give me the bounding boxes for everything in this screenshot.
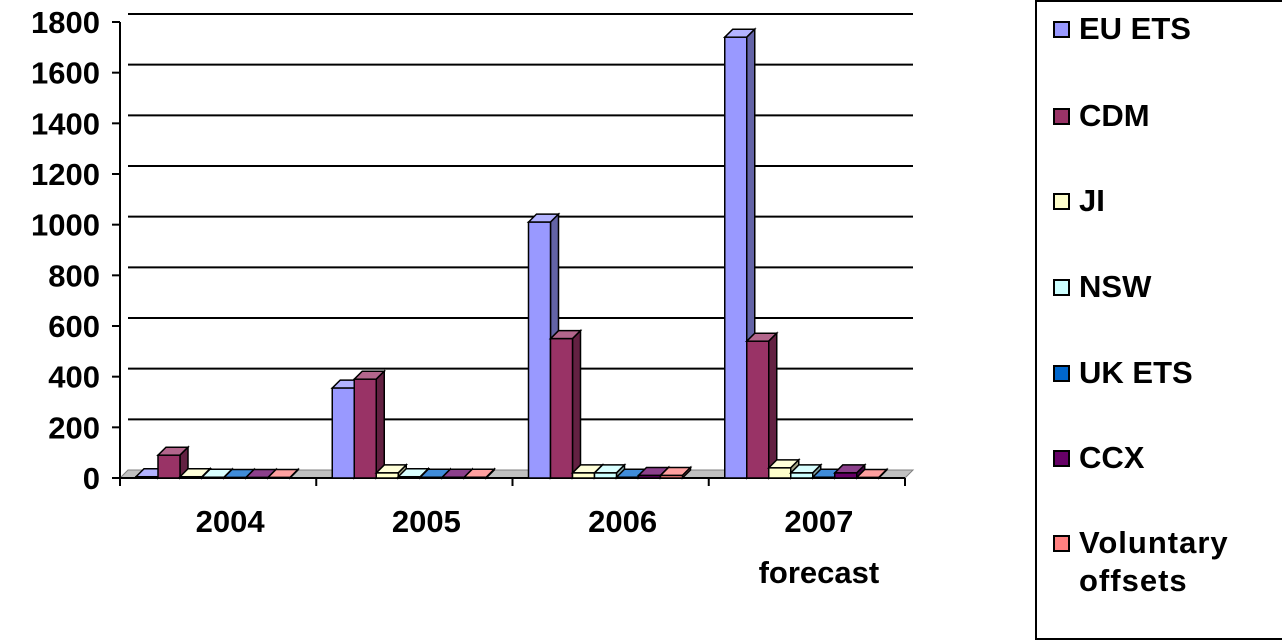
bar-front [179,475,203,479]
bar-front [549,337,574,479]
legend-label: UK ETS [1079,355,1193,390]
y-tick-labels: 0 200 400 600 800 1000 1200 1400 1600 1800 [31,5,100,496]
bar-front [223,476,247,479]
bar-front [527,221,552,479]
bar-front [615,476,640,479]
bars [134,27,889,480]
legend-item: CCX [1053,439,1279,477]
bar-front [353,378,377,479]
legend-label: Voluntary offsets [1079,525,1229,598]
x-tick-label: 2004 [196,504,266,539]
bar-front [790,472,814,479]
legend-swatch [1053,365,1070,382]
bar-front [856,476,880,479]
bar [744,331,779,480]
bar-front [637,474,662,479]
bar-front [834,472,858,479]
legend-swatch [1053,535,1070,552]
bar [832,463,867,480]
y-tick-label: 800 [48,258,100,293]
gridlines [118,13,915,479]
legend-label: NSW [1079,269,1152,304]
bar-front [375,472,399,479]
y-tick-label: 1200 [31,157,100,192]
bar-front [419,476,443,479]
bar-front [768,467,792,479]
x-tick-label: 2005 [392,504,461,539]
bar-side [375,369,385,480]
legend-item: Voluntary offsets [1053,524,1259,600]
bar-front [593,472,618,479]
bar-front [397,475,421,479]
legend: EU ETS CDM JI NSW UK ETS CCX Voluntary offsets [1035,0,1282,640]
bar-front [331,387,355,479]
bar [658,465,693,480]
bar [462,467,497,480]
legend-swatch [1053,450,1070,467]
legend-item: UK ETS [1053,354,1279,392]
legend-swatch [1053,108,1070,125]
y-tick-label: 1800 [31,5,100,40]
legend-swatch [1053,21,1070,38]
y-tick-label: 200 [48,410,100,445]
y-tick-label: 0 [83,461,100,496]
legend-label: EU ETS [1079,11,1191,46]
bar-front [724,36,748,479]
legend-swatch [1053,193,1070,210]
bar-side [768,331,778,480]
legend-label: CCX [1079,440,1145,475]
bar [266,467,300,480]
axes [112,21,906,486]
bar-front [571,472,596,479]
y-tick-label: 1600 [31,56,100,91]
x-tick-labels: 2004 2005 2006 2007 forecast [196,504,880,590]
bar-front [463,476,487,479]
bar [374,463,409,480]
bar [854,467,889,480]
y-tick-label: 1400 [31,106,100,141]
bar-front [201,476,225,479]
legend-label: CDM [1079,98,1150,133]
bar-front [659,474,684,479]
bar-front [441,476,465,479]
bar-front [245,476,269,479]
legend-swatch [1053,279,1070,296]
bar [352,369,387,480]
legend-item: EU ETS [1053,10,1279,48]
legend-item: NSW [1053,268,1279,306]
legend-item: CDM [1053,97,1279,135]
bar-front [746,340,770,479]
legend-label: JI [1079,183,1105,218]
legend-item: JI [1053,182,1279,220]
bar [548,328,583,480]
x-tick-label: 2007 forecast [759,504,880,590]
x-tick-label: 2006 [588,504,657,539]
bar-front [812,476,836,479]
y-tick-label: 600 [48,309,100,344]
bar-side [571,328,582,480]
bar-front [135,475,159,479]
bar-front [267,476,291,479]
y-tick-label: 1000 [31,208,100,243]
bar-front [157,454,181,479]
y-tick-label: 400 [48,360,100,395]
